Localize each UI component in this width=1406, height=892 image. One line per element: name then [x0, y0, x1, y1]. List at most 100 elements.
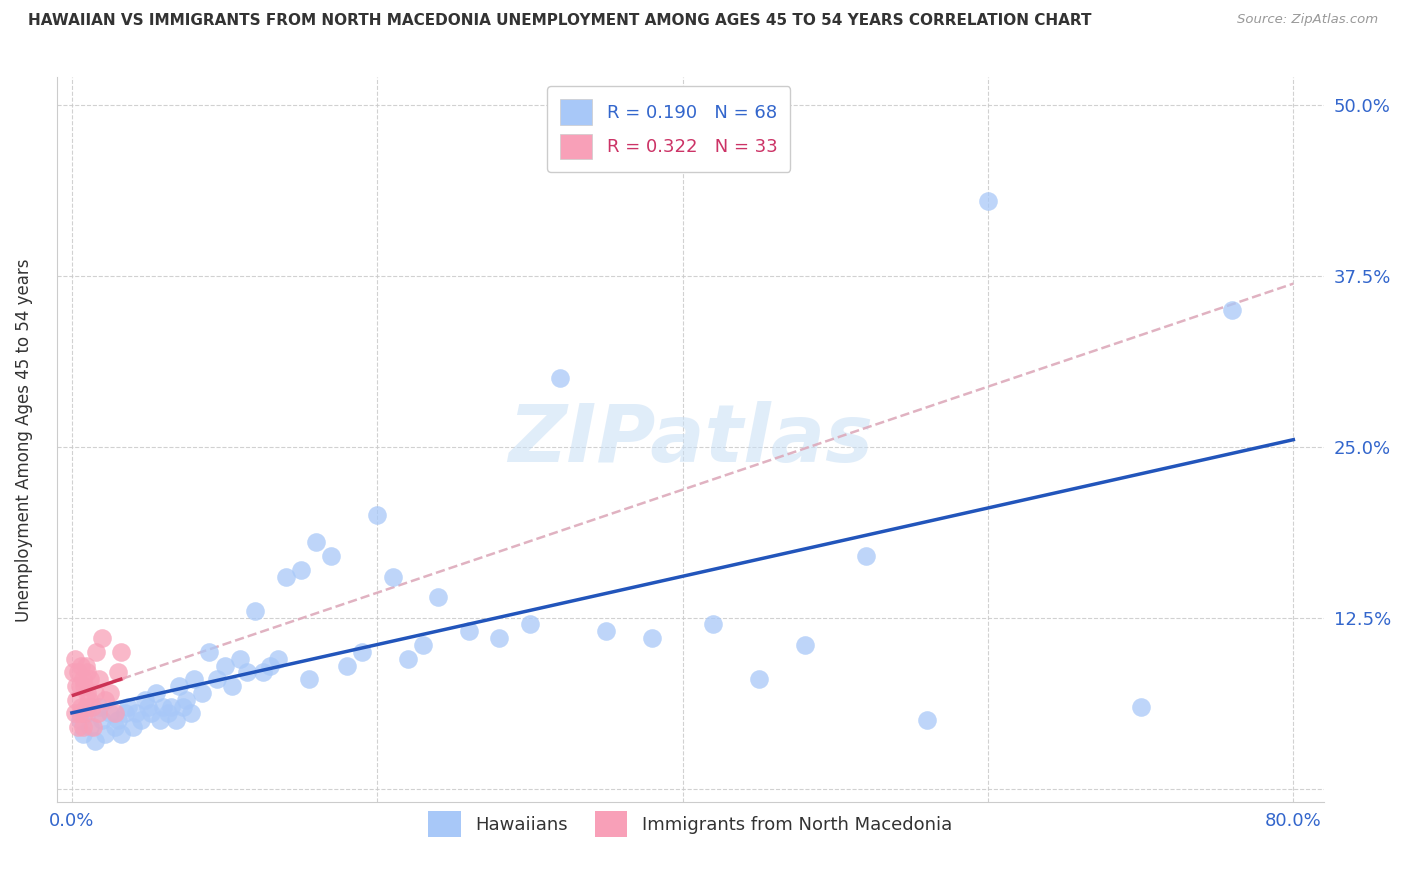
Point — [107, 713, 129, 727]
Point — [62, 665, 84, 680]
Point — [75, 658, 97, 673]
Point — [1129, 699, 1152, 714]
Point — [80, 699, 103, 714]
Point — [550, 371, 572, 385]
Point — [69, 706, 91, 721]
Point — [641, 631, 664, 645]
Text: Source: ZipAtlas.com: Source: ZipAtlas.com — [1237, 13, 1378, 27]
Point — [134, 692, 156, 706]
Point — [297, 672, 319, 686]
Point — [69, 679, 91, 693]
Point — [94, 727, 117, 741]
Point — [79, 720, 101, 734]
Point — [72, 720, 94, 734]
Y-axis label: Unemployment Among Ages 45 to 54 years: Unemployment Among Ages 45 to 54 years — [15, 258, 32, 622]
Text: ZIPatlas: ZIPatlas — [508, 401, 873, 479]
Point — [72, 727, 94, 741]
Point — [152, 699, 174, 714]
Point — [214, 658, 236, 673]
Point — [65, 679, 87, 693]
Point — [66, 720, 89, 734]
Point — [793, 638, 815, 652]
Point — [76, 665, 98, 680]
Point — [63, 706, 86, 721]
Point — [977, 194, 1000, 208]
Point — [748, 672, 770, 686]
Point — [72, 672, 94, 686]
Legend: Hawaiians, Immigrants from North Macedonia: Hawaiians, Immigrants from North Macedon… — [422, 804, 959, 844]
Point — [125, 706, 148, 721]
Point — [82, 720, 104, 734]
Point — [229, 651, 252, 665]
Point — [65, 692, 87, 706]
Point — [63, 651, 86, 665]
Point — [76, 706, 98, 721]
Point — [176, 692, 198, 706]
Point — [149, 713, 172, 727]
Point — [290, 563, 312, 577]
Point — [70, 699, 93, 714]
Point — [190, 686, 212, 700]
Point — [267, 651, 290, 665]
Point — [75, 699, 97, 714]
Point — [141, 706, 163, 721]
Point — [83, 733, 105, 747]
Point — [104, 720, 127, 734]
Point — [104, 706, 127, 721]
Point — [89, 672, 111, 686]
Point — [180, 706, 202, 721]
Text: HAWAIIAN VS IMMIGRANTS FROM NORTH MACEDONIA UNEMPLOYMENT AMONG AGES 45 TO 54 YEA: HAWAIIAN VS IMMIGRANTS FROM NORTH MACEDO… — [28, 13, 1091, 29]
Point — [87, 706, 110, 721]
Point — [167, 679, 190, 693]
Point — [73, 679, 96, 693]
Point — [117, 699, 139, 714]
Point — [69, 713, 91, 727]
Point — [915, 713, 938, 727]
Point — [595, 624, 617, 639]
Point — [205, 672, 228, 686]
Point — [110, 645, 132, 659]
Point — [488, 631, 510, 645]
Point — [157, 706, 180, 721]
Point — [412, 638, 434, 652]
Point — [66, 665, 89, 680]
Point — [70, 658, 93, 673]
Point — [1220, 302, 1243, 317]
Point — [252, 665, 274, 680]
Point — [160, 699, 183, 714]
Point — [136, 699, 159, 714]
Point — [855, 549, 877, 563]
Point — [198, 645, 221, 659]
Point — [396, 651, 419, 665]
Point — [457, 624, 479, 639]
Point — [221, 679, 243, 693]
Point — [145, 686, 167, 700]
Point — [274, 569, 297, 583]
Point — [89, 699, 111, 714]
Point — [122, 720, 145, 734]
Point — [73, 706, 96, 721]
Point — [129, 713, 152, 727]
Point — [427, 590, 450, 604]
Point — [94, 692, 117, 706]
Point — [305, 535, 328, 549]
Point — [183, 672, 205, 686]
Point — [91, 713, 114, 727]
Point — [91, 631, 114, 645]
Point — [519, 617, 541, 632]
Point — [172, 699, 194, 714]
Point — [76, 686, 98, 700]
Point — [236, 665, 259, 680]
Point — [110, 727, 132, 741]
Point — [79, 672, 101, 686]
Point — [243, 604, 266, 618]
Point — [98, 706, 121, 721]
Point — [336, 658, 359, 673]
Point — [114, 706, 136, 721]
Point — [381, 569, 404, 583]
Point — [321, 549, 343, 563]
Point — [350, 645, 373, 659]
Point — [107, 665, 129, 680]
Point — [83, 686, 105, 700]
Point — [165, 713, 187, 727]
